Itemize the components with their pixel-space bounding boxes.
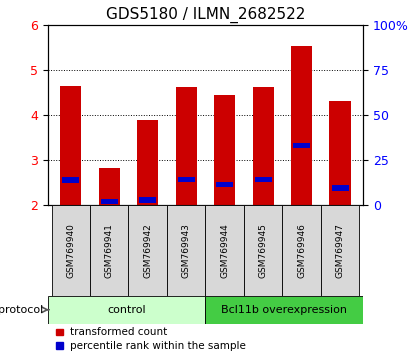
Bar [178,177,195,182]
Bar [216,182,233,187]
Bar [330,101,351,205]
Bar [205,296,363,324]
Text: GSM769944: GSM769944 [220,223,229,278]
Bar [282,205,321,296]
Bar [60,86,81,205]
Bar [129,205,167,296]
Bar [214,95,235,205]
Text: GSM769946: GSM769946 [297,223,306,278]
Text: GSM769945: GSM769945 [259,223,268,278]
Bar [321,205,359,296]
Text: control: control [107,305,146,315]
Bar [176,87,197,205]
Bar [255,177,271,182]
Bar [291,46,312,205]
Bar [167,205,205,296]
Text: GSM769940: GSM769940 [66,223,75,278]
Bar [293,143,310,148]
Text: protocol: protocol [0,305,44,315]
Bar [101,199,118,204]
Text: GSM769947: GSM769947 [336,223,344,278]
Bar [332,185,349,191]
Bar [48,296,205,324]
Text: transformed count: transformed count [70,327,167,337]
Bar [62,177,79,183]
Text: Bcl11b overexpression: Bcl11b overexpression [221,305,347,315]
Bar [139,197,156,202]
Bar [253,87,274,205]
Bar [244,205,282,296]
Bar [51,205,90,296]
Bar [137,120,158,205]
Bar [99,168,120,205]
Text: percentile rank within the sample: percentile rank within the sample [70,341,246,350]
Text: GSM769941: GSM769941 [105,223,114,278]
Text: GSM769943: GSM769943 [182,223,191,278]
Title: GDS5180 / ILMN_2682522: GDS5180 / ILMN_2682522 [106,7,305,23]
Bar [205,205,244,296]
Text: GSM769942: GSM769942 [143,223,152,278]
Bar [90,205,129,296]
